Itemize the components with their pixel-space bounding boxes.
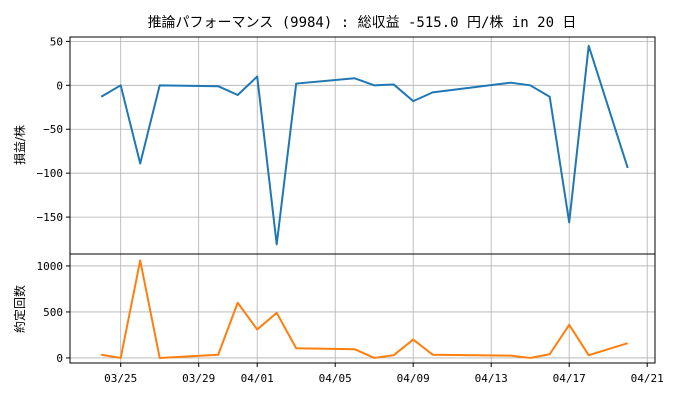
x-axis: 03/25 03/29 04/01 04/05 04/09 04/13 04/17 04/21 [104,363,664,385]
top-ylabel: 損益/株 [12,125,27,165]
top-y-tick-label: 0 [56,79,63,92]
bottom-y-tick-label: 1000 [37,260,64,273]
top-y-tick-label: 50 [50,35,63,48]
x-tick-label: 04/05 [319,372,352,385]
bottom-ylabel: 約定回数 [12,285,27,333]
top-y-tick-label: −150 [37,211,64,224]
x-tick-label: 04/13 [475,372,508,385]
bottom-panel: 1000 500 0 約定回数 [12,253,656,365]
bottom-y-tick-label: 500 [43,306,63,319]
x-tick-label: 03/25 [104,372,137,385]
bottom-panel-frame [69,253,656,364]
x-tick-label: 04/21 [631,372,664,385]
x-tick-label: 04/01 [241,372,274,385]
bottom-y-tick-label: 0 [56,352,63,365]
top-panel: 50 0 −50 −100 −150 損益/株 [12,35,656,255]
top-panel-frame [69,36,656,255]
x-tick-label: 04/09 [397,372,430,385]
profit-series-line [100,44,629,246]
top-y-tick-label: −50 [43,123,63,136]
x-tick-label: 04/17 [553,372,586,385]
x-tick-label: 03/29 [182,372,215,385]
trade-count-series-line [101,259,628,359]
top-y-tick-label: −100 [37,167,64,180]
chart-title: 推論パフォーマンス (9984) : 総収益 -515.0 円/株 in 20 … [148,15,577,31]
